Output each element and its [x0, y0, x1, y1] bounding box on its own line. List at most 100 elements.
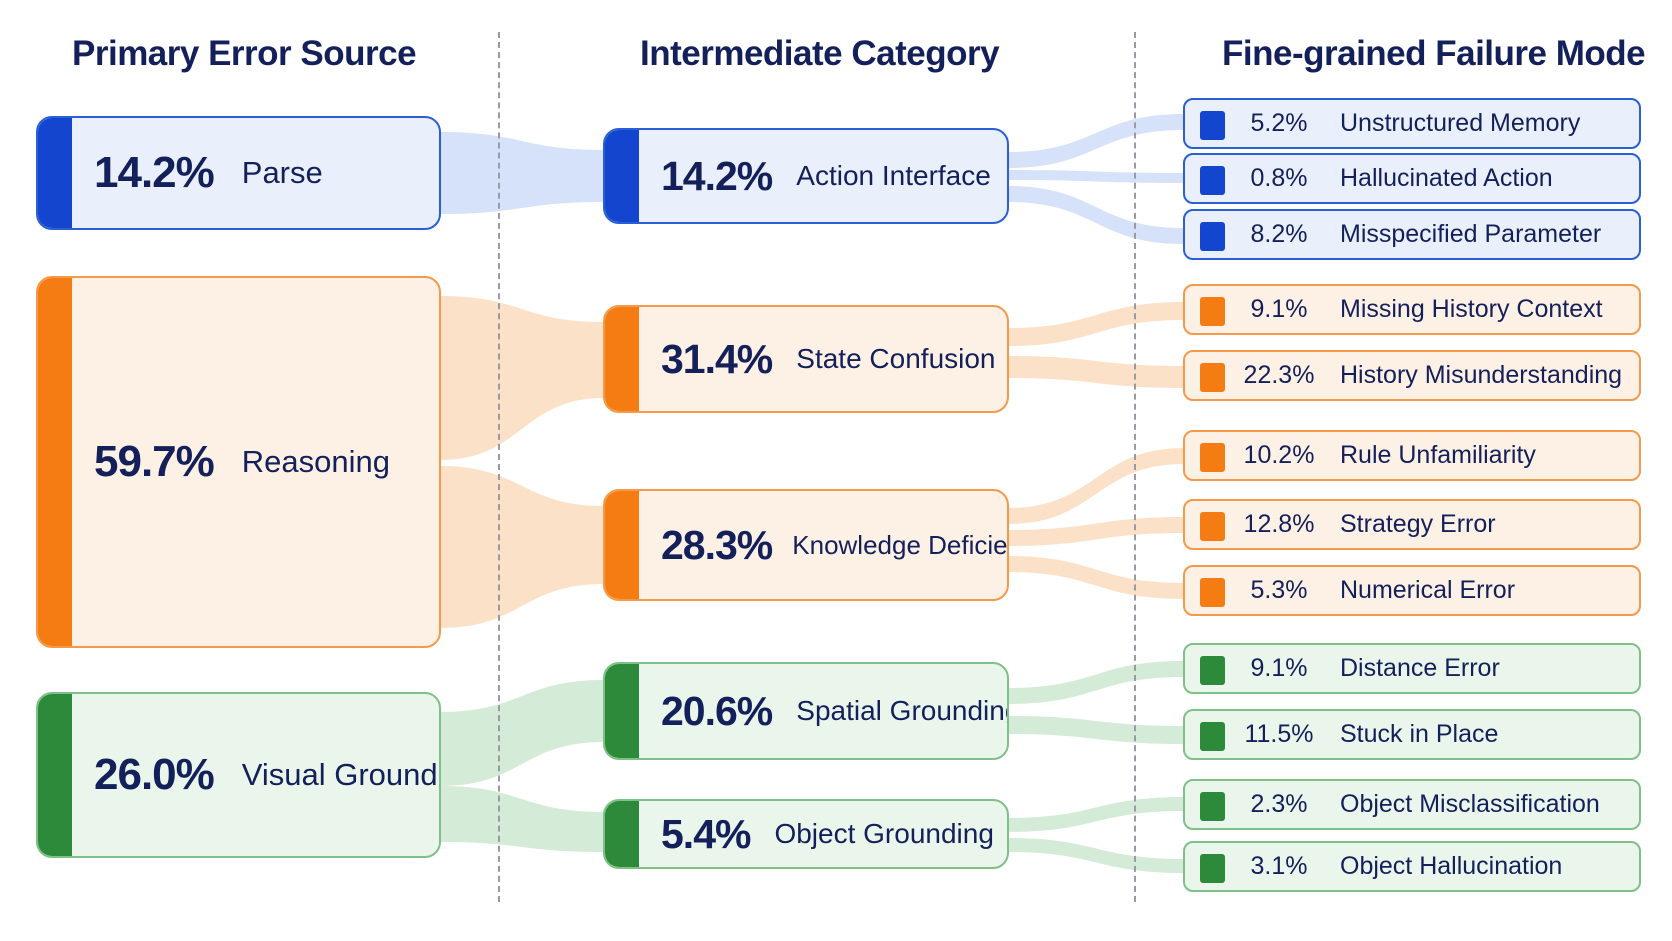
fine-percent: 9.1% — [1250, 654, 1308, 682]
fine-color-square — [1200, 363, 1225, 392]
fine-percent: 3.1% — [1250, 852, 1308, 880]
intermediate-color-bar — [605, 307, 639, 411]
fine-percent: 9.1% — [1250, 295, 1308, 323]
flow-object-to-object-hallucination — [1008, 838, 1184, 873]
flow-knowledge-to-numerical-error — [1008, 556, 1184, 599]
fine-percent: 5.2% — [1250, 109, 1308, 137]
primary-node-reasoning: 59.7% Reasoning — [36, 276, 441, 648]
flow-visual-to-object-grounding — [440, 786, 604, 852]
fine-node-numerical-error: 5.3% Numerical Error — [1183, 565, 1641, 616]
flow-object-to-object-misclassification — [1008, 797, 1184, 832]
fine-label: Misspecified Parameter — [1340, 220, 1602, 248]
intermediate-label: Knowledge Deficiency — [792, 529, 1008, 560]
fine-node-object-hallucination: 3.1% Object Hallucination — [1183, 841, 1641, 892]
fine-percent: 8.2% — [1250, 220, 1308, 248]
fine-color-square — [1200, 111, 1225, 140]
flow-action-to-unstructured-memory — [1008, 114, 1184, 168]
intermediate-color-bar — [605, 664, 639, 758]
flow-action-to-misspecified-parameter — [1008, 186, 1184, 244]
fine-node-history-misunderstanding: 22.3% History Misunderstanding — [1183, 350, 1641, 401]
fine-color-square — [1200, 578, 1225, 607]
fine-label: Stuck in Place — [1340, 720, 1499, 748]
intermediate-node-knowledge-deficiency: 28.3% Knowledge Deficiency — [603, 489, 1009, 601]
fine-label: Unstructured Memory — [1340, 109, 1581, 137]
flow-knowledge-to-strategy-error — [1008, 517, 1184, 546]
intermediate-node-object-grounding: 5.4% Object Grounding — [603, 799, 1009, 869]
fine-label: Numerical Error — [1340, 576, 1516, 604]
fine-node-object-misclassification: 2.3% Object Misclassification — [1183, 779, 1641, 830]
fine-color-square — [1200, 656, 1225, 685]
fine-node-hallucinated-action: 0.8% Hallucinated Action — [1183, 153, 1641, 204]
primary-label: Reasoning — [241, 444, 390, 479]
flow-reasoning-to-knowledge-deficiency — [440, 466, 604, 628]
fine-node-missing-history-context: 9.1% Missing History Context — [1183, 284, 1641, 335]
primary-color-bar — [38, 694, 72, 856]
fine-label: Missing History Context — [1340, 295, 1603, 323]
primary-percent: 26.0% — [94, 750, 215, 799]
primary-color-bar — [38, 278, 72, 646]
flow-parse-to-action-interface — [440, 132, 604, 214]
fine-color-square — [1200, 443, 1225, 472]
fine-node-unstructured-memory: 5.2% Unstructured Memory — [1183, 98, 1641, 149]
primary-node-parse: 14.2% Parse — [36, 116, 441, 230]
fine-label: History Misunderstanding — [1340, 361, 1623, 389]
intermediate-label: Action Interface — [796, 160, 991, 191]
primary-percent: 59.7% — [94, 437, 215, 486]
intermediate-label: Object Grounding — [774, 818, 994, 849]
fine-color-square — [1200, 792, 1225, 821]
fine-color-square — [1200, 512, 1225, 541]
fine-label: Distance Error — [1340, 654, 1500, 682]
primary-percent: 14.2% — [94, 148, 215, 197]
flow-spatial-to-distance-error — [1008, 661, 1184, 704]
intermediate-color-bar — [605, 130, 639, 222]
fine-label: Hallucinated Action — [1340, 164, 1553, 192]
fine-percent: 2.3% — [1250, 790, 1308, 818]
fine-percent: 12.8% — [1243, 510, 1315, 538]
primary-label: Parse — [241, 155, 323, 190]
fine-node-rule-unfamiliarity: 10.2% Rule Unfamiliarity — [1183, 430, 1641, 481]
intermediate-node-state-confusion: 31.4% State Confusion — [603, 305, 1009, 413]
fine-node-distance-error: 9.1% Distance Error — [1183, 643, 1641, 694]
primary-color-bar — [38, 118, 72, 228]
fine-percent: 0.8% — [1250, 164, 1308, 192]
intermediate-label: State Confusion — [796, 343, 996, 374]
column-divider-1 — [498, 32, 500, 902]
flow-state-to-history-misunderstanding — [1008, 356, 1184, 388]
fine-percent: 22.3% — [1243, 361, 1315, 389]
flow-action-to-hallucinated-action — [1008, 170, 1184, 183]
fine-color-square — [1200, 297, 1225, 326]
fine-node-misspecified-parameter: 8.2% Misspecified Parameter — [1183, 209, 1641, 260]
intermediate-label: Spatial Grounding — [796, 695, 1009, 726]
intermediate-percent: 28.3% — [661, 521, 773, 568]
intermediate-node-action-interface: 14.2% Action Interface — [603, 128, 1009, 224]
primary-label: Visual Grounding — [241, 757, 439, 792]
fine-label: Rule Unfamiliarity — [1340, 441, 1536, 469]
flow-reasoning-to-state-confusion — [440, 296, 604, 460]
header-primary-error-source: Primary Error Source — [72, 34, 417, 73]
fine-percent: 11.5% — [1244, 720, 1314, 748]
flow-state-to-missing-history-context — [1008, 302, 1184, 346]
header-intermediate-category: Intermediate Category — [640, 34, 1000, 73]
intermediate-color-bar — [605, 491, 639, 599]
fine-percent: 5.3% — [1250, 576, 1308, 604]
intermediate-percent: 5.4% — [661, 810, 751, 857]
header-fine-grained-failure-mode: Fine-grained Failure Mode — [1222, 34, 1646, 73]
intermediate-percent: 31.4% — [661, 335, 773, 382]
intermediate-percent: 20.6% — [661, 687, 773, 734]
flow-knowledge-to-rule-unfamiliarity — [1008, 448, 1184, 524]
flow-visual-to-spatial-grounding — [440, 680, 604, 786]
fine-label: Strategy Error — [1340, 510, 1496, 538]
fine-percent: 10.2% — [1243, 441, 1315, 469]
intermediate-percent: 14.2% — [661, 152, 773, 199]
fine-color-square — [1200, 222, 1225, 251]
primary-node-visual-grounding: 26.0% Visual Grounding — [36, 692, 441, 858]
fine-node-stuck-in-place: 11.5% Stuck in Place — [1183, 709, 1641, 760]
fine-node-strategy-error: 12.8% Strategy Error — [1183, 499, 1641, 550]
fine-label: Object Hallucination — [1340, 852, 1563, 880]
flow-spatial-to-stuck-in-place — [1008, 716, 1184, 744]
intermediate-color-bar — [605, 801, 639, 867]
column-divider-2 — [1134, 32, 1136, 902]
fine-label: Object Misclassification — [1340, 790, 1600, 818]
fine-color-square — [1200, 166, 1225, 195]
